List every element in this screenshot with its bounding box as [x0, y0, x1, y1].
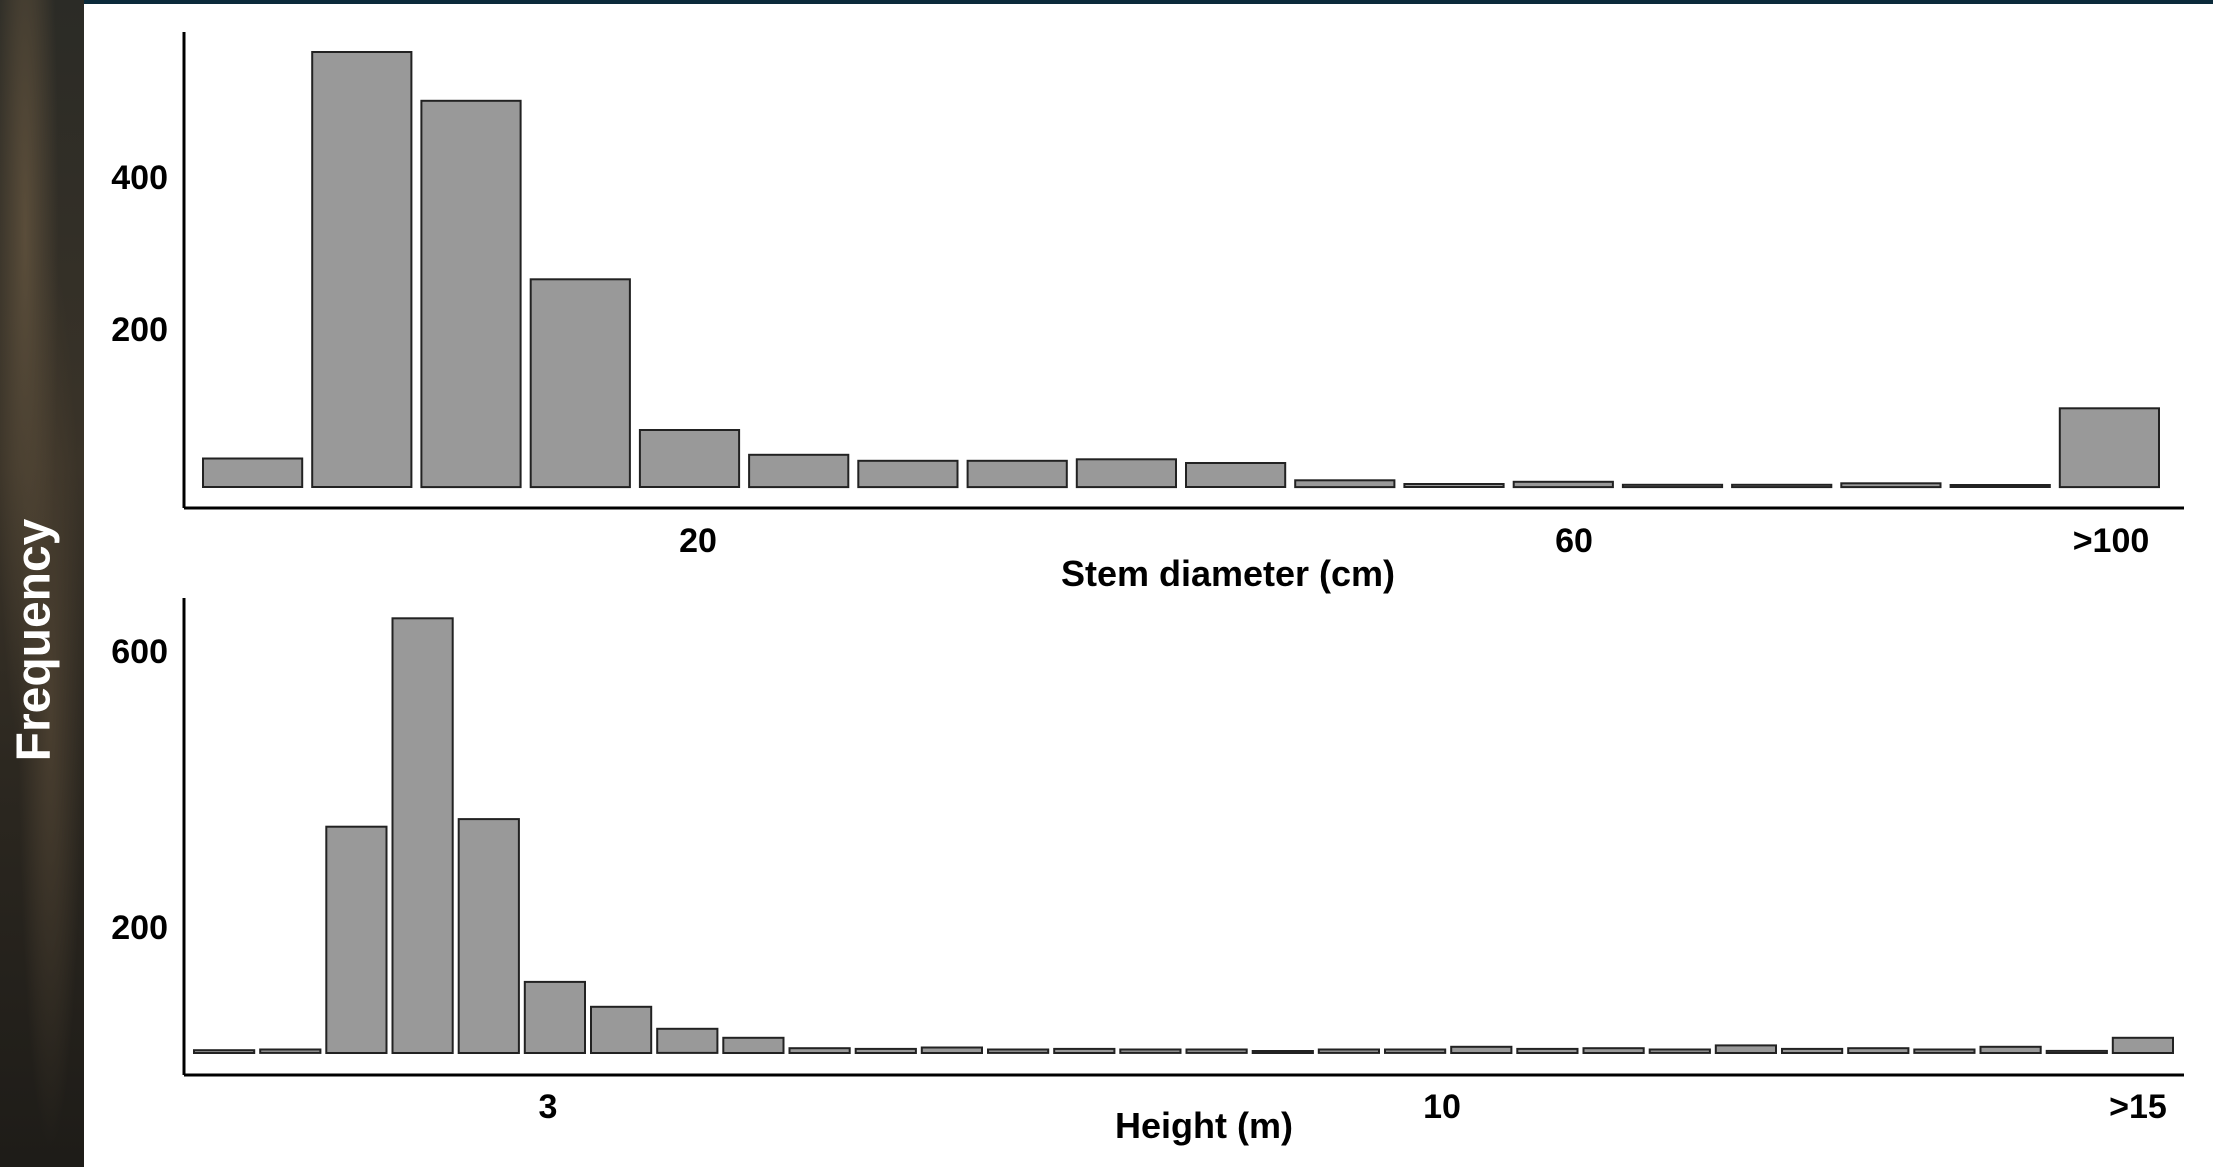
- histogram-bar: [1781, 1047, 1844, 1055]
- bar-group: [202, 51, 2161, 489]
- histogram-bar: [1384, 1048, 1447, 1054]
- histogram-bar: [420, 99, 522, 489]
- histogram-bar: [523, 980, 586, 1055]
- histogram-bar: [1582, 1047, 1645, 1054]
- y-tick-label: 200: [111, 909, 168, 947]
- histogram-bar: [2045, 1049, 2108, 1055]
- histogram-bar: [1913, 1048, 1976, 1054]
- histogram-bar: [391, 617, 454, 1054]
- histogram-bar: [1516, 1047, 1579, 1055]
- y-tick-label: 400: [111, 159, 168, 197]
- histogram-bar: [966, 459, 1068, 489]
- height-histogram: 200 600 3 10 >15 Height (m): [111, 598, 2184, 1146]
- x-tick-label: >15: [2109, 1088, 2167, 1126]
- stem-diameter-histogram: 200 400 20 60 >100 Stem diameter (cm): [111, 32, 2184, 594]
- histogram-bar: [1075, 458, 1177, 489]
- histogram-bar: [1317, 1048, 1381, 1054]
- x-tick-label: >100: [2073, 522, 2150, 560]
- histogram-bar: [1714, 1044, 1778, 1055]
- histogram-bar: [1949, 484, 2051, 488]
- x-tick-label: 10: [1423, 1088, 1461, 1126]
- histogram-bar: [987, 1048, 1050, 1054]
- y-tick-label: 200: [111, 311, 168, 349]
- histogram-bar: [1185, 462, 1287, 488]
- histogram-bar: [1847, 1047, 1910, 1054]
- histogram-bar: [1512, 480, 1614, 489]
- histogram-bar: [325, 825, 388, 1055]
- histogram-bar: [638, 429, 741, 488]
- histogram-bar: [1450, 1045, 1513, 1055]
- y-axis-title: Frequency: [7, 518, 61, 762]
- histogram-bar: [1648, 1048, 1711, 1054]
- histogram-bar: [748, 453, 850, 489]
- histogram-bar: [457, 818, 520, 1054]
- bar-group: [193, 617, 2175, 1055]
- histogram-bar: [722, 1036, 785, 1055]
- histogram-bar: [788, 1047, 851, 1054]
- histogram-bar: [1731, 483, 1833, 489]
- histogram-bar: [857, 459, 959, 489]
- histogram-bar: [1403, 483, 1505, 488]
- histogram-bar: [1294, 479, 1396, 489]
- x-axis-title: Stem diameter (cm): [1061, 553, 1395, 594]
- histogram-bar: [1185, 1048, 1248, 1054]
- histogram-bar: [1621, 483, 1724, 489]
- histogram-bar: [259, 1048, 322, 1054]
- histogram-bar: [1053, 1047, 1116, 1055]
- histogram-bar: [590, 1005, 653, 1054]
- histogram-bar: [854, 1047, 917, 1055]
- x-tick-label: 3: [539, 1088, 558, 1126]
- x-tick-label: 60: [1555, 522, 1593, 560]
- y-tick-label: 600: [111, 633, 168, 671]
- histogram-figure: 200 400 20 60 >100 Stem diameter (cm) 20…: [111, 32, 2184, 1146]
- histogram-bar: [2058, 407, 2161, 489]
- histogram-bar: [1251, 1050, 1314, 1054]
- histogram-bar: [1979, 1045, 2042, 1055]
- histogram-bar: [2111, 1036, 2175, 1055]
- x-tick-label: 20: [679, 522, 717, 560]
- histogram-bar: [656, 1027, 719, 1054]
- histogram-bar: [1119, 1048, 1182, 1054]
- histogram-bar: [193, 1049, 256, 1054]
- histogram-bar: [311, 51, 413, 488]
- x-axis-title: Height (m): [1115, 1105, 1293, 1146]
- histogram-bar: [529, 278, 631, 489]
- histogram-bar: [1840, 482, 1942, 489]
- histogram-bar: [920, 1046, 983, 1054]
- histogram-bar: [202, 457, 304, 488]
- chart-panel: 200 400 20 60 >100 Stem diameter (cm) 20…: [84, 4, 2213, 1167]
- background-photo-strip: [0, 0, 84, 1167]
